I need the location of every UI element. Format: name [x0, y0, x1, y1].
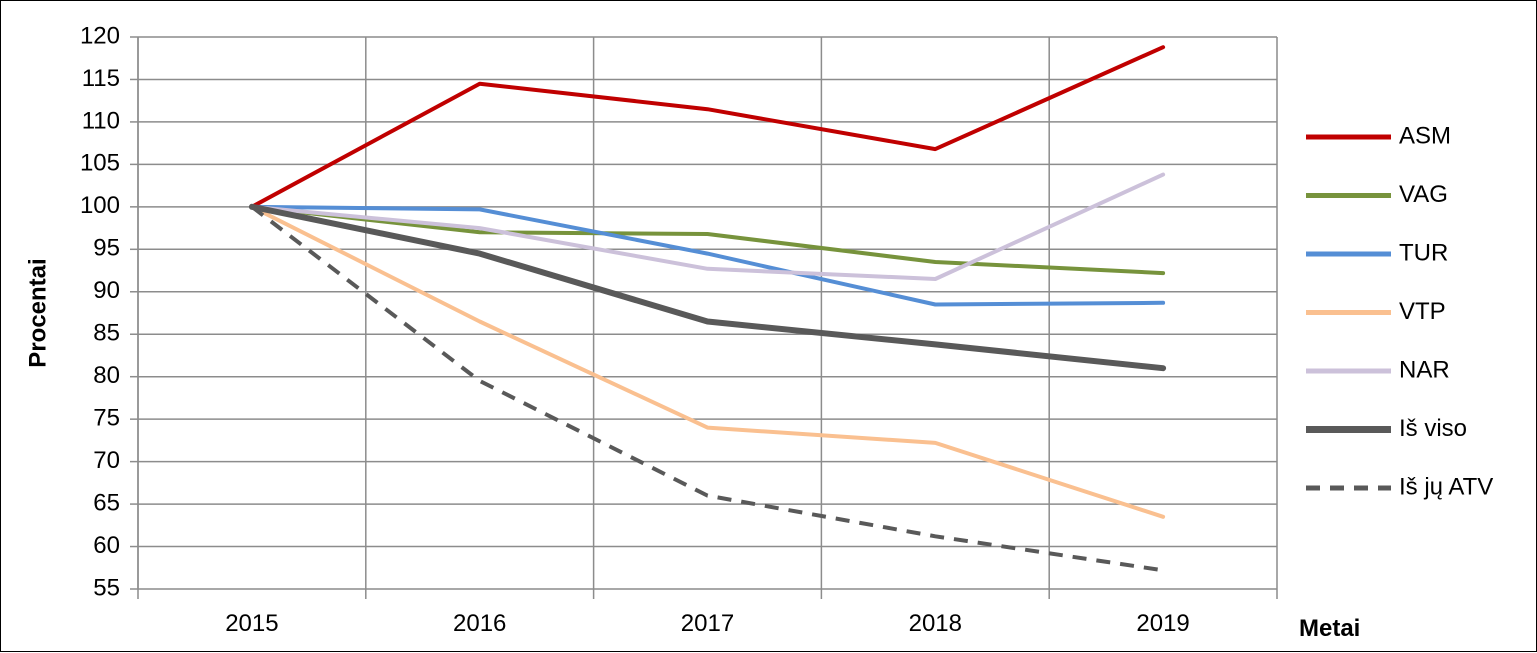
series-line-nar: [249, 172, 1166, 281]
y-tick-label: 60: [93, 532, 120, 559]
y-tick-label: 105: [80, 150, 120, 177]
series-line-asm: [249, 45, 1166, 209]
y-tick-label: 115: [82, 65, 120, 92]
axes: [130, 36, 1277, 590]
y-tick-label: 70: [93, 447, 120, 474]
legend-label: Iš viso: [1399, 415, 1467, 442]
legend-label: ASM: [1399, 122, 1451, 149]
y-tick-label: 95: [93, 235, 120, 262]
legend-label: VTP: [1399, 298, 1446, 325]
legend-label: VAG: [1399, 181, 1448, 208]
legend-label: NAR: [1399, 356, 1450, 383]
y-tick-label: 85: [93, 320, 120, 347]
series-line-tur: [249, 204, 1166, 307]
y-tick-label: 90: [93, 277, 120, 304]
y-tick-label: 100: [80, 192, 120, 219]
y-axis-title: Procentai: [24, 258, 51, 367]
gridlines: [137, 36, 1278, 599]
series-line-vag: [249, 204, 1166, 276]
y-tick-labels: 55 60 65 70 75 80 85 90 95 100 105 110 115 120: [80, 22, 120, 601]
x-tick-label: 2019: [1136, 610, 1189, 637]
x-tick-label: 2017: [681, 610, 734, 637]
series-line-vtp: [249, 204, 1166, 519]
y-tick-label: 120: [80, 22, 120, 49]
series-line-i-j-atv: [250, 205, 1164, 573]
y-tick-label: 55: [93, 574, 120, 601]
x-tick-label: 2015: [225, 610, 278, 637]
x-tick-labels: 2015 2016 2017 2018 2019: [225, 610, 1190, 637]
y-tick-label: 110: [82, 107, 120, 134]
legend-label: TUR: [1399, 239, 1448, 266]
series-line-i-viso: [248, 203, 1167, 372]
legend: ASM VAG TUR VTP NAR Iš viso Iš jų ATV: [1306, 122, 1493, 500]
y-tick-label: 65: [93, 489, 120, 516]
series-lines: [248, 45, 1167, 573]
x-tick-label: 2018: [909, 610, 962, 637]
y-tick-label: 80: [93, 362, 120, 389]
x-axis-title: Metai: [1299, 615, 1360, 642]
y-tick-label: 75: [93, 404, 120, 431]
legend-label: Iš jų ATV: [1399, 473, 1493, 500]
x-tick-label: 2016: [453, 610, 506, 637]
